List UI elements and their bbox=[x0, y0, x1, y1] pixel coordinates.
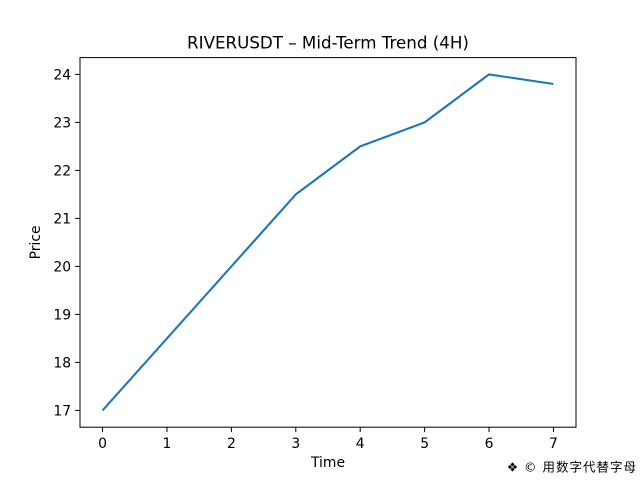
y-tick-label: 23 bbox=[53, 115, 71, 131]
y-axis-ticks: 17 18 19 20 21 22 23 24 bbox=[53, 67, 80, 419]
x-tick-label: 6 bbox=[485, 436, 494, 452]
x-tick-label: 3 bbox=[291, 436, 300, 452]
x-tick-label: 7 bbox=[549, 436, 558, 452]
x-tick-label: 4 bbox=[356, 436, 365, 452]
y-tick-label: 21 bbox=[53, 211, 71, 227]
y-tick-label: 24 bbox=[53, 67, 71, 83]
x-tick-label: 1 bbox=[163, 436, 172, 452]
x-tick-label: 2 bbox=[227, 436, 236, 452]
y-tick-label: 20 bbox=[53, 259, 71, 275]
plot-area bbox=[79, 57, 577, 428]
price-trend-line bbox=[101, 73, 554, 412]
x-tick-label: 5 bbox=[420, 436, 429, 452]
y-axis-label: Price bbox=[28, 225, 44, 259]
x-axis-ticks: 0 1 2 3 4 5 6 7 bbox=[98, 427, 558, 452]
watermark-text: ❖ © 用数字代替字母 bbox=[507, 460, 637, 475]
x-axis-label: Time bbox=[310, 455, 345, 471]
chart-title: RIVERUSDT – Mid-Term Trend (4H) bbox=[187, 33, 469, 53]
y-tick-label: 19 bbox=[53, 307, 71, 323]
y-tick-label: 18 bbox=[53, 355, 71, 371]
y-tick-label: 17 bbox=[53, 403, 71, 419]
x-tick-label: 0 bbox=[98, 436, 107, 452]
y-tick-label: 22 bbox=[53, 163, 71, 179]
